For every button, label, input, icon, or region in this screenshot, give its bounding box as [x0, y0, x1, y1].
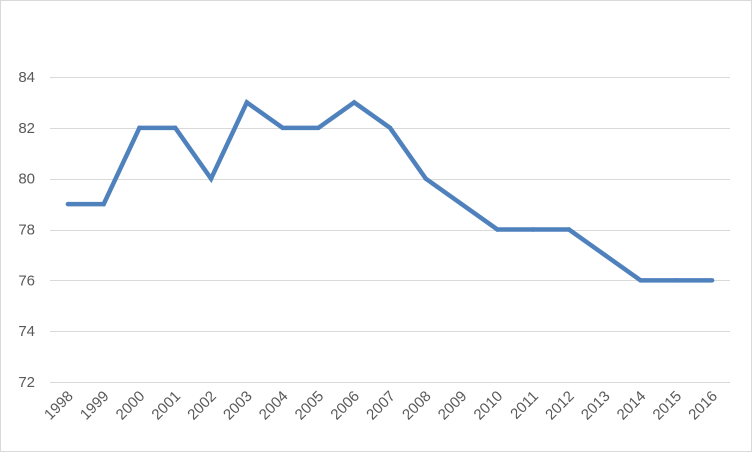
- series-layer: [65, 99, 715, 283]
- data-point-2006: [351, 100, 357, 105]
- x-tick-label: 1998: [41, 388, 77, 424]
- x-tick-label: 2007: [363, 388, 399, 424]
- data-point-2015: [674, 278, 679, 283]
- x-tick-label: 2014: [614, 388, 650, 424]
- data-point-2009: [459, 201, 464, 207]
- x-tick-label: 2000: [113, 388, 149, 424]
- x-tick-label: 2015: [650, 388, 686, 424]
- y-tick-label: 74: [18, 323, 35, 340]
- data-point-2012: [566, 227, 572, 232]
- y-tick-label: 82: [18, 120, 35, 137]
- x-tick-label: 2005: [292, 388, 328, 424]
- y-axis-tick-labels: 72 74 76 78 80 82 84: [18, 69, 35, 391]
- x-tick-label: 2002: [184, 388, 220, 424]
- x-tick-label: 2001: [148, 388, 184, 424]
- data-point-2000: [137, 125, 142, 131]
- y-tick-label: 72: [18, 374, 35, 391]
- x-tick-label: 2010: [471, 388, 507, 424]
- data-point-2010: [495, 227, 500, 232]
- y-tick-label: 80: [18, 171, 35, 188]
- data-point-2001: [173, 125, 178, 131]
- data-point-2005: [316, 125, 321, 131]
- x-tick-label: 2012: [542, 388, 578, 424]
- data-point-2011: [530, 227, 536, 232]
- gridlines: [50, 77, 730, 383]
- data-point-2007: [387, 125, 393, 131]
- x-tick-label: 2006: [327, 388, 363, 424]
- data-point-2008: [423, 176, 429, 181]
- y-tick-label: 84: [18, 69, 35, 86]
- x-tick-label: 2013: [578, 388, 614, 424]
- x-tick-label: 2009: [435, 388, 471, 424]
- data-point-2004: [280, 125, 285, 131]
- x-axis-tick-labels: 1998 1999 2000 2001 2002 2003 2004 2005 2006 2007…: [41, 388, 721, 424]
- x-tick-label: 2008: [399, 388, 435, 424]
- data-point-1999: [101, 201, 106, 207]
- x-tick-label: 2016: [685, 388, 721, 424]
- data-point-2013: [602, 252, 607, 258]
- data-point-2002: [208, 176, 214, 181]
- data-point-2014: [638, 278, 643, 283]
- y-tick-label: 76: [18, 272, 35, 289]
- x-tick-label: 2003: [220, 388, 256, 424]
- x-tick-label: 2004: [256, 388, 292, 424]
- data-point-2003: [244, 100, 250, 105]
- x-tick-label: 2011: [507, 388, 542, 423]
- y-tick-label: 78: [18, 222, 35, 239]
- data-point-1998: [65, 201, 71, 207]
- data-point-2016: [709, 278, 715, 283]
- x-tick-label: 1999: [77, 388, 113, 424]
